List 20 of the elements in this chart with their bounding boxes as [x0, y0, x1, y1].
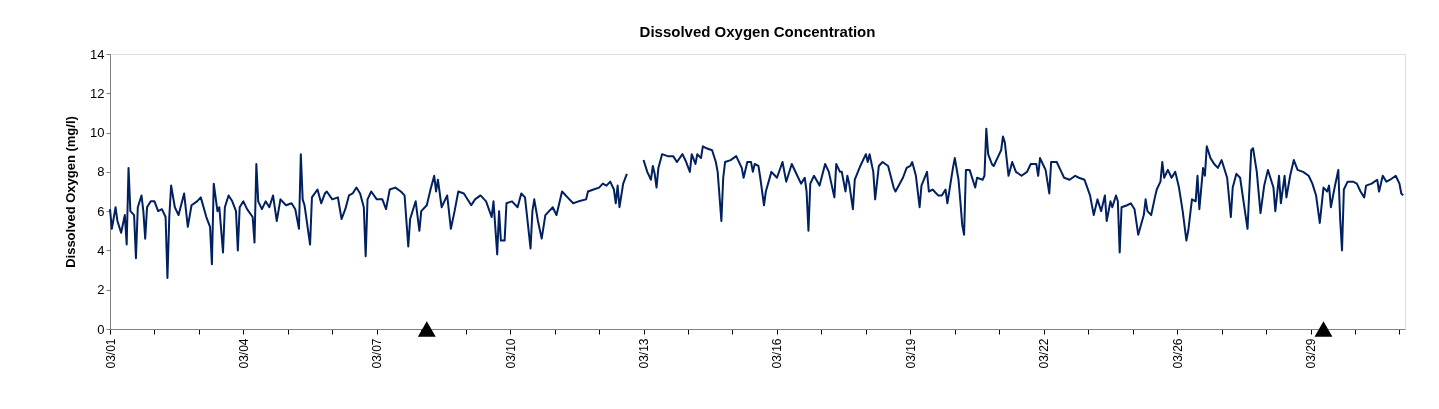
y-tick-label: 0: [97, 321, 105, 337]
x-tick-label: 03/16: [770, 338, 785, 369]
x-tick-label: 03/29: [1304, 338, 1319, 369]
y-axis-title: Dissolved Oxygen (mg/l): [63, 116, 79, 268]
x-tick-label: 03/13: [637, 338, 652, 369]
x-tick-label: 03/04: [236, 338, 251, 369]
y-tick-label: 14: [90, 46, 105, 62]
x-tick-label: 03/10: [503, 338, 518, 369]
x-tick-label: 03/19: [903, 338, 918, 369]
y-tick-label: 4: [97, 242, 105, 258]
x-tick-label: 03/01: [103, 338, 118, 369]
y-tick-label: 6: [97, 203, 105, 219]
y-tick-label: 10: [90, 125, 105, 141]
y-tick-label: 8: [97, 164, 105, 180]
x-tick-label: 03/22: [1037, 338, 1052, 369]
y-tick-label: 2: [97, 282, 105, 298]
chart-title: Dissolved Oxygen Concentration: [639, 23, 876, 40]
x-tick-label: 03/26: [1170, 338, 1185, 369]
x-tick-label: 03/07: [370, 338, 385, 369]
y-tick-label: 12: [90, 85, 105, 101]
